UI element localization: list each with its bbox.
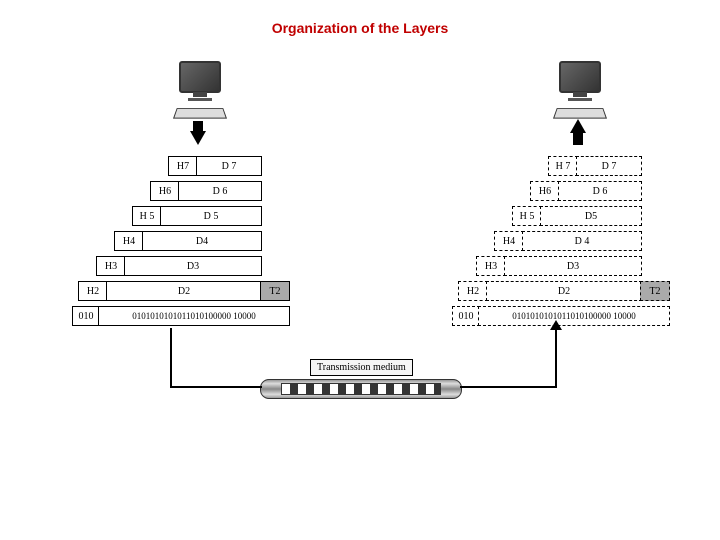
trailer-box: T2 bbox=[260, 281, 290, 301]
connector-line bbox=[460, 386, 557, 388]
data-box: D5 bbox=[540, 206, 642, 226]
data-box: D4 bbox=[142, 231, 262, 251]
connector-line bbox=[170, 386, 262, 388]
encapsulation-arrow-down-icon bbox=[190, 131, 206, 145]
header-box: H7 bbox=[168, 156, 198, 176]
data-box: D 7 bbox=[576, 156, 642, 176]
header-box: H2 bbox=[458, 281, 488, 301]
connector-line bbox=[555, 328, 557, 388]
decapsulation-arrow-up-icon bbox=[570, 119, 586, 133]
header-box: H4 bbox=[114, 231, 144, 251]
transmission-cable-icon bbox=[260, 379, 462, 399]
data-box: D 6 bbox=[178, 181, 262, 201]
bits-prefix: 010 bbox=[452, 306, 480, 326]
header-box: H2 bbox=[78, 281, 108, 301]
connector-arrow-up-icon bbox=[550, 320, 562, 330]
data-box: D2 bbox=[486, 281, 642, 301]
transmission-medium-label: Transmission medium bbox=[310, 359, 413, 376]
data-box: D 6 bbox=[558, 181, 642, 201]
bits-main: 0101010101011010100000 10000 bbox=[478, 306, 670, 326]
trailer-box: T2 bbox=[640, 281, 670, 301]
header-box: H3 bbox=[476, 256, 506, 276]
header-box: H3 bbox=[96, 256, 126, 276]
header-box: H4 bbox=[494, 231, 524, 251]
header-box: H 7 bbox=[548, 156, 578, 176]
bits-prefix: 010 bbox=[72, 306, 100, 326]
diagram-title: Organization of the Layers bbox=[0, 0, 720, 36]
data-box: D2 bbox=[106, 281, 262, 301]
sender-computer-icon bbox=[170, 61, 230, 116]
data-box: D 7 bbox=[196, 156, 262, 176]
data-box: D3 bbox=[504, 256, 642, 276]
bits-main: 0101010101011010100000 10000 bbox=[98, 306, 290, 326]
data-box: D3 bbox=[124, 256, 262, 276]
encapsulation-diagram: H7D 7H6D 6H 5D 5H4D4H3D3H2D2T20100101010… bbox=[0, 36, 720, 516]
header-box: H6 bbox=[530, 181, 560, 201]
header-box: H 5 bbox=[132, 206, 162, 226]
header-box: H6 bbox=[150, 181, 180, 201]
data-box: D 5 bbox=[160, 206, 262, 226]
receiver-computer-icon bbox=[550, 61, 610, 116]
data-box: D 4 bbox=[522, 231, 642, 251]
connector-line bbox=[170, 328, 172, 388]
header-box: H 5 bbox=[512, 206, 542, 226]
